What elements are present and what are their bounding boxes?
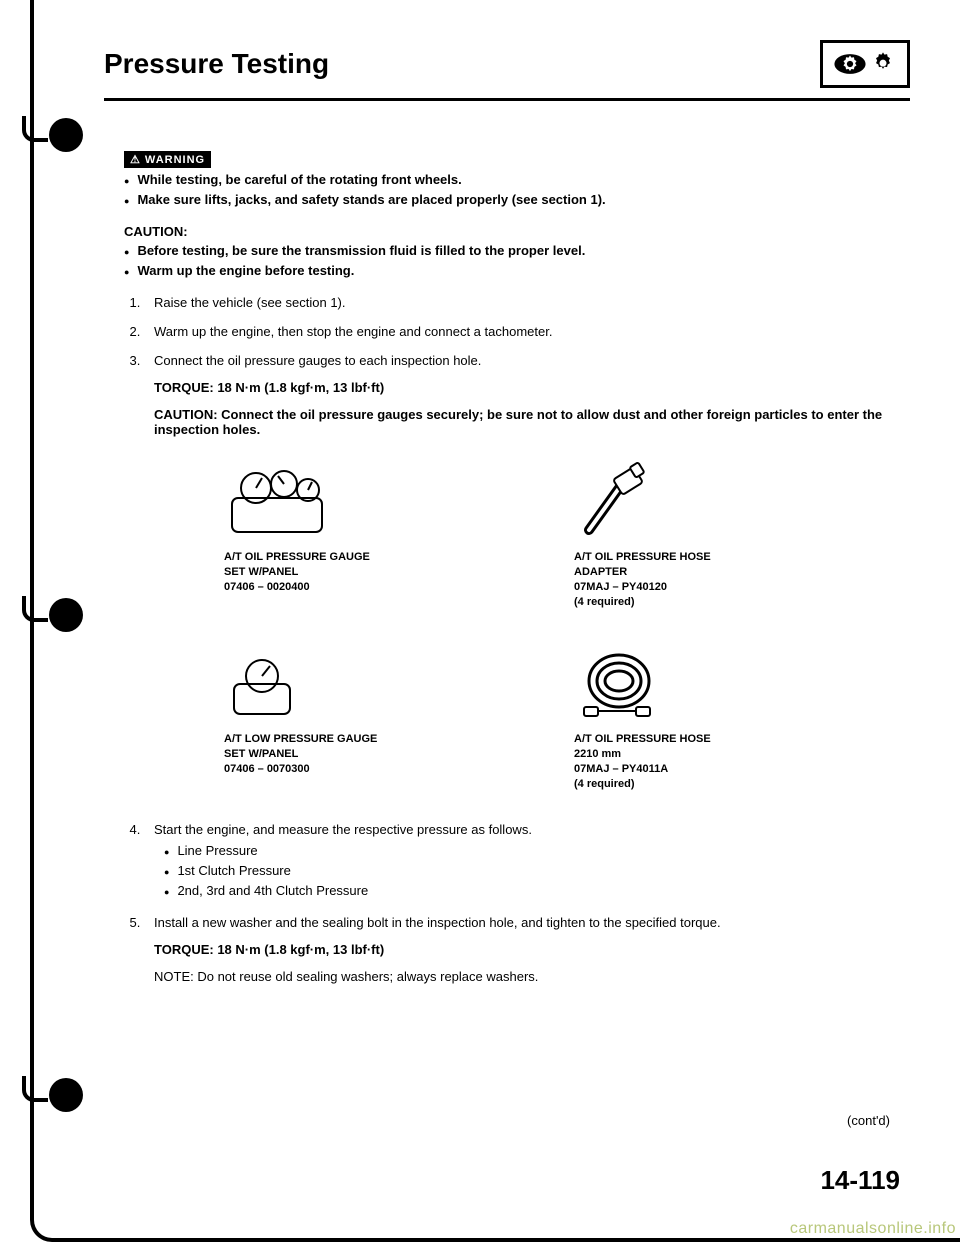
caution-list: Before testing, be sure the transmission… — [124, 243, 900, 281]
hose-adapter-icon — [574, 457, 804, 542]
note: NOTE: Do not reuse old sealing washers; … — [154, 969, 900, 984]
hose-coil-icon — [574, 639, 804, 724]
pressure-item: Line Pressure — [164, 843, 900, 861]
watermark: carmanualsonline.info — [790, 1220, 956, 1238]
tool-caption-line: (4 required) — [574, 595, 804, 610]
tool-caption-line: SET W/PANEL — [224, 747, 454, 762]
tool-caption-line: 07MAJ – PY4011A — [574, 762, 804, 777]
caution-item: Before testing, be sure the transmission… — [124, 243, 900, 261]
header: Pressure Testing — [104, 40, 910, 101]
content: ⚠ WARNING While testing, be careful of t… — [104, 151, 910, 984]
tool-caption-line: A/T OIL PRESSURE GAUGE — [224, 550, 454, 565]
tool-row-2: A/T LOW PRESSURE GAUGE SET W/PANEL 07406… — [224, 639, 900, 791]
pressure-item: 2nd, 3rd and 4th Clutch Pressure — [164, 883, 900, 901]
pressure-item: 1st Clutch Pressure — [164, 863, 900, 881]
tool-caption-line: SET W/PANEL — [224, 565, 454, 580]
tool-caption-line: 2210 mm — [574, 747, 804, 762]
continued-label: (cont'd) — [847, 1113, 890, 1128]
step-5: Install a new washer and the sealing bol… — [144, 915, 900, 984]
page-title: Pressure Testing — [104, 48, 329, 80]
tool-row-1: A/T OIL PRESSURE GAUGE SET W/PANEL 07406… — [224, 457, 900, 609]
tool-caption-line: 07406 – 0070300 — [224, 762, 454, 777]
eye-gear-icon — [833, 47, 867, 81]
tool-hose-adapter: A/T OIL PRESSURE HOSE ADAPTER 07MAJ – PY… — [574, 457, 804, 609]
step-2: Warm up the engine, then stop the engine… — [144, 324, 900, 339]
step-4: Start the engine, and measure the respec… — [144, 822, 900, 901]
gauge-set-icon — [224, 457, 454, 542]
caution-item: Warm up the engine before testing. — [124, 263, 900, 281]
tool-caption-line: A/T OIL PRESSURE HOSE — [574, 732, 804, 747]
gear-icon — [869, 50, 897, 78]
tool-hose-long: A/T OIL PRESSURE HOSE 2210 mm 07MAJ – PY… — [574, 639, 804, 791]
tool-caption-line: (4 required) — [574, 777, 804, 792]
caution-heading: CAUTION: — [124, 224, 900, 239]
tool-gauge-set: A/T OIL PRESSURE GAUGE SET W/PANEL 07406… — [224, 457, 454, 609]
gear-logo — [820, 40, 910, 88]
torque-spec: TORQUE: 18 N·m (1.8 kgf·m, 13 lbf·ft) — [154, 942, 900, 957]
pressure-list: Line Pressure 1st Clutch Pressure 2nd, 3… — [154, 843, 900, 901]
warning-item: Make sure lifts, jacks, and safety stand… — [124, 192, 900, 210]
torque-spec: TORQUE: 18 N·m (1.8 kgf·m, 13 lbf·ft) — [154, 380, 900, 395]
caution-inline: CAUTION: Connect the oil pressure gauges… — [154, 407, 900, 437]
tool-caption-line: 07406 – 0020400 — [224, 580, 454, 595]
page-number: 14-119 — [820, 1165, 900, 1196]
page: Pressure Testing ⚠ WARNING While testing… — [30, 0, 960, 1242]
warning-list: While testing, be careful of the rotatin… — [124, 172, 900, 210]
tool-caption-line: A/T LOW PRESSURE GAUGE — [224, 732, 454, 747]
step-3: Connect the oil pressure gauges to each … — [144, 353, 900, 792]
tool-low-gauge: A/T LOW PRESSURE GAUGE SET W/PANEL 07406… — [224, 639, 454, 791]
tool-caption-line: A/T OIL PRESSURE HOSE — [574, 550, 804, 565]
low-gauge-icon — [224, 639, 454, 724]
warning-label: ⚠ WARNING — [124, 151, 211, 168]
step-1: Raise the vehicle (see section 1). — [144, 295, 900, 310]
step-list: Raise the vehicle (see section 1). Warm … — [144, 295, 900, 984]
tool-caption-line: 07MAJ – PY40120 — [574, 580, 804, 595]
tool-caption-line: ADAPTER — [574, 565, 804, 580]
warning-item: While testing, be careful of the rotatin… — [124, 172, 900, 190]
